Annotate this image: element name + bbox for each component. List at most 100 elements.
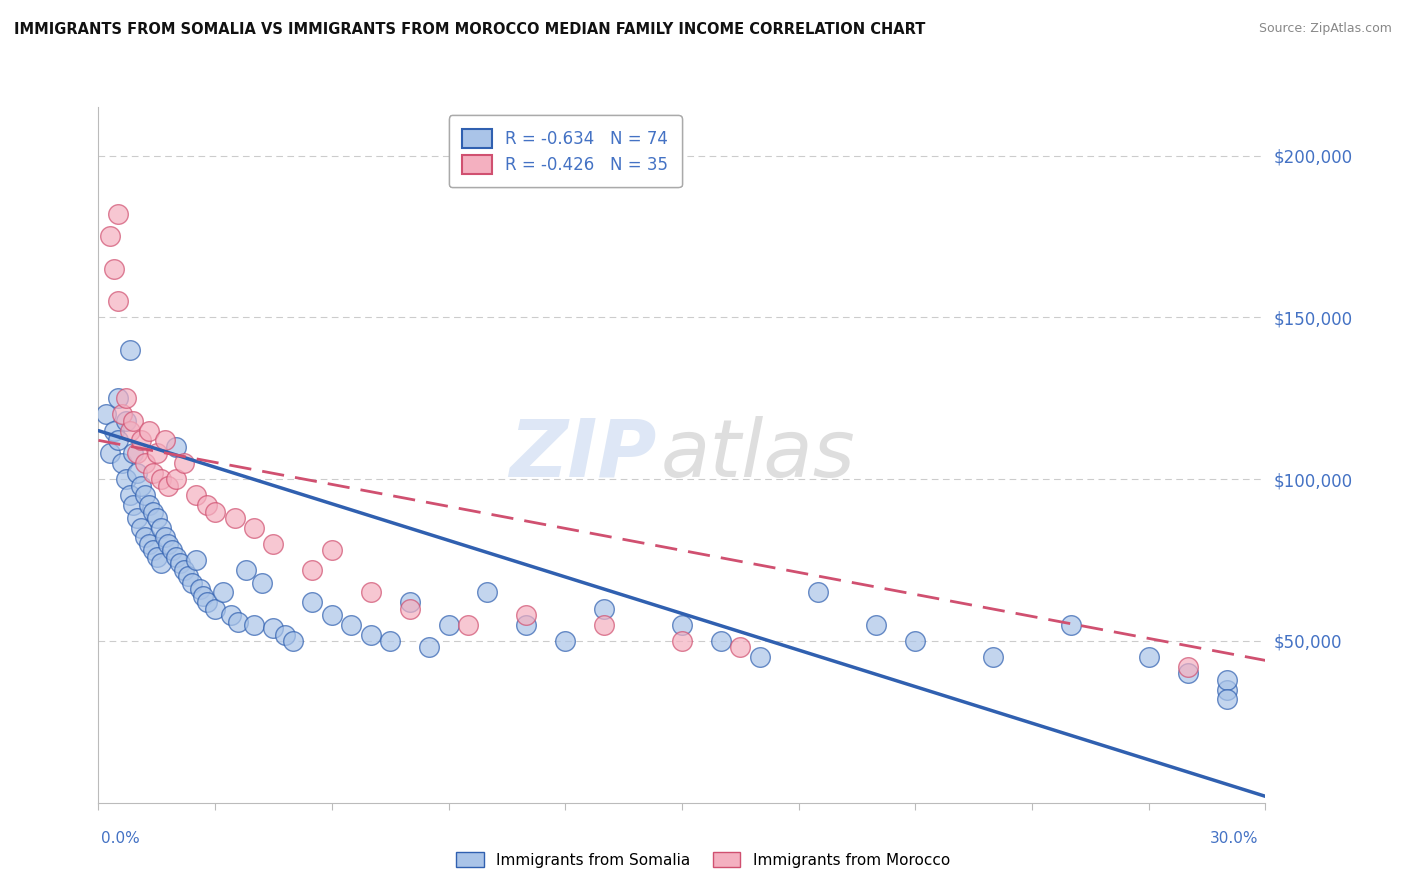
Point xyxy=(157,537,180,551)
Point xyxy=(122,446,145,460)
Point xyxy=(107,434,129,448)
Point xyxy=(98,229,121,244)
Point xyxy=(127,511,149,525)
Point xyxy=(127,446,149,460)
Point xyxy=(515,617,537,632)
Point xyxy=(981,650,1004,665)
Text: atlas: atlas xyxy=(661,416,856,494)
Point xyxy=(165,549,187,564)
Point xyxy=(129,478,152,492)
Point xyxy=(301,595,323,609)
Text: IMMIGRANTS FROM SOMALIA VS IMMIGRANTS FROM MOROCCO MEDIAN FAMILY INCOME CORRELAT: IMMIGRANTS FROM SOMALIA VS IMMIGRANTS FR… xyxy=(14,22,925,37)
Point xyxy=(274,627,297,641)
Point xyxy=(228,615,250,629)
Point xyxy=(188,582,211,597)
Point xyxy=(165,472,187,486)
Point xyxy=(149,521,172,535)
Point xyxy=(118,343,141,357)
Point xyxy=(671,617,693,632)
Point xyxy=(1060,617,1083,632)
Point xyxy=(138,537,160,551)
Point xyxy=(184,488,207,502)
Point xyxy=(204,601,226,615)
Point xyxy=(1137,650,1160,665)
Point xyxy=(138,424,160,438)
Point xyxy=(748,650,770,665)
Point xyxy=(1215,673,1237,687)
Point xyxy=(162,543,184,558)
Point xyxy=(107,207,129,221)
Point xyxy=(138,498,160,512)
Point xyxy=(103,261,125,276)
Point xyxy=(146,446,169,460)
Point xyxy=(378,634,402,648)
Point xyxy=(243,617,266,632)
Point xyxy=(134,531,156,545)
Point xyxy=(157,478,180,492)
Point xyxy=(107,294,129,309)
Point xyxy=(122,498,145,512)
Point xyxy=(398,601,420,615)
Point xyxy=(710,634,733,648)
Point xyxy=(321,543,343,558)
Point xyxy=(173,456,195,470)
Legend: R = -0.634   N = 74, R = -0.426   N = 35: R = -0.634 N = 74, R = -0.426 N = 35 xyxy=(449,115,682,187)
Point xyxy=(477,585,499,599)
Point xyxy=(122,414,145,428)
Point xyxy=(114,414,136,428)
Point xyxy=(301,563,323,577)
Point xyxy=(865,617,887,632)
Point xyxy=(142,466,165,480)
Point xyxy=(418,640,440,655)
Point xyxy=(184,553,207,567)
Point xyxy=(107,392,129,406)
Point xyxy=(149,557,172,571)
Point xyxy=(177,569,200,583)
Point xyxy=(129,434,152,448)
Point xyxy=(554,634,576,648)
Y-axis label: Median Family Income: Median Family Income xyxy=(0,369,7,541)
Point xyxy=(340,617,363,632)
Point xyxy=(111,456,134,470)
Point xyxy=(146,549,169,564)
Point xyxy=(111,408,134,422)
Text: Source: ZipAtlas.com: Source: ZipAtlas.com xyxy=(1258,22,1392,36)
Point xyxy=(153,434,176,448)
Point xyxy=(118,488,141,502)
Text: 0.0%: 0.0% xyxy=(101,831,141,846)
Point xyxy=(195,595,218,609)
Point xyxy=(180,575,202,590)
Point xyxy=(142,543,165,558)
Point xyxy=(1215,692,1237,706)
Point xyxy=(1177,666,1199,681)
Point xyxy=(515,608,537,623)
Point xyxy=(114,392,136,406)
Point xyxy=(1177,660,1199,674)
Point xyxy=(146,511,169,525)
Point xyxy=(730,640,752,655)
Point xyxy=(235,563,257,577)
Point xyxy=(224,511,246,525)
Point xyxy=(118,424,141,438)
Point xyxy=(262,621,284,635)
Point xyxy=(165,440,187,454)
Point xyxy=(593,601,616,615)
Point xyxy=(173,563,195,577)
Point xyxy=(807,585,830,599)
Point xyxy=(114,472,136,486)
Point xyxy=(149,472,172,486)
Point xyxy=(250,575,273,590)
Point xyxy=(321,608,343,623)
Point xyxy=(671,634,693,648)
Point xyxy=(904,634,927,648)
Point xyxy=(281,634,304,648)
Point xyxy=(360,627,382,641)
Point xyxy=(212,585,235,599)
Point xyxy=(134,456,156,470)
Point xyxy=(219,608,242,623)
Point xyxy=(96,408,118,422)
Legend: Immigrants from Somalia, Immigrants from Morocco: Immigrants from Somalia, Immigrants from… xyxy=(449,844,957,875)
Text: ZIP: ZIP xyxy=(509,416,657,494)
Point xyxy=(437,617,460,632)
Point xyxy=(129,521,152,535)
